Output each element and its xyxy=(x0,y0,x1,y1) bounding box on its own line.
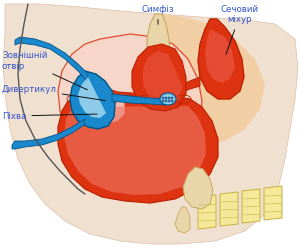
Polygon shape xyxy=(160,14,265,144)
Circle shape xyxy=(168,100,170,102)
Polygon shape xyxy=(78,89,125,124)
Polygon shape xyxy=(198,195,216,229)
Polygon shape xyxy=(220,192,238,226)
Circle shape xyxy=(168,97,170,99)
Circle shape xyxy=(162,100,164,102)
Polygon shape xyxy=(78,77,106,118)
Polygon shape xyxy=(70,71,115,129)
Text: Симфіз: Симфіз xyxy=(142,5,174,24)
Polygon shape xyxy=(183,167,213,209)
Text: Сечовий
міхур: Сечовий міхур xyxy=(221,5,259,54)
Polygon shape xyxy=(264,186,282,220)
Polygon shape xyxy=(175,207,190,233)
Polygon shape xyxy=(64,106,206,195)
Polygon shape xyxy=(12,119,85,149)
Circle shape xyxy=(162,97,164,99)
Polygon shape xyxy=(15,37,88,81)
Polygon shape xyxy=(58,97,218,203)
Polygon shape xyxy=(58,34,202,159)
Circle shape xyxy=(165,97,167,99)
Ellipse shape xyxy=(160,93,176,105)
Polygon shape xyxy=(242,189,260,223)
Circle shape xyxy=(171,100,173,102)
Text: Піхва: Піхва xyxy=(2,112,97,121)
Polygon shape xyxy=(108,77,200,101)
Polygon shape xyxy=(205,29,235,83)
Text: Дивертикул: Дивертикул xyxy=(2,84,105,101)
Polygon shape xyxy=(147,14,170,74)
Circle shape xyxy=(171,97,173,99)
Polygon shape xyxy=(198,19,244,99)
Polygon shape xyxy=(112,94,165,105)
Polygon shape xyxy=(143,51,183,104)
Polygon shape xyxy=(132,44,186,111)
Text: Зовнішній
отвір: Зовнішній отвір xyxy=(2,51,88,90)
Polygon shape xyxy=(3,4,298,244)
Circle shape xyxy=(165,100,167,102)
